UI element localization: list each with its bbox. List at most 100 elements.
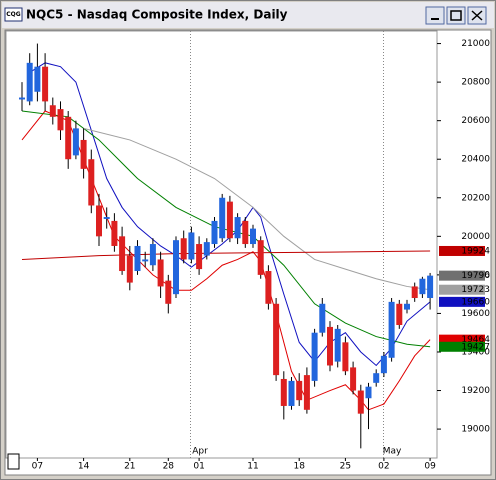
app-icon-text: CQG: [6, 11, 21, 18]
candle-body: [173, 240, 179, 295]
candle-body: [342, 342, 349, 372]
x-tick-label: 21: [124, 462, 135, 472]
candle-body: [250, 228, 256, 245]
candle-body: [365, 386, 372, 399]
price-tag: [439, 341, 485, 352]
candle-body: [65, 116, 72, 160]
x-tick-label: 14: [78, 462, 90, 472]
candle-body: [180, 238, 187, 260]
candle-body: [373, 373, 380, 383]
x-tick-label: 02: [378, 462, 389, 472]
window-title: NQC5 - Nasdaq Composite Index, Daily: [26, 8, 288, 22]
y-tick-label: 19000: [461, 425, 490, 435]
candle-body: [280, 378, 287, 406]
candle-body: [396, 303, 403, 325]
price-tag: [439, 270, 485, 281]
candle-body: [149, 244, 156, 266]
price-tag-label: 19660: [461, 297, 490, 307]
price-tag: [439, 284, 485, 295]
candle-body: [334, 328, 341, 362]
x-tick-label: 18: [293, 462, 305, 472]
price-tag-label: 19723: [461, 285, 490, 295]
app-icon: [4, 7, 23, 22]
month-label: May: [383, 447, 402, 457]
month-label: Apr: [192, 447, 208, 457]
candle-body: [165, 280, 172, 304]
x-tick-label: 07: [32, 462, 43, 472]
candle-body: [196, 244, 203, 270]
price-tag-label: 19924: [461, 246, 490, 256]
candle-body: [257, 240, 264, 275]
candle-body: [19, 97, 25, 100]
price-tag: [439, 296, 485, 307]
candle-body: [188, 232, 195, 260]
close-glyph: [471, 10, 483, 21]
candle-body: [273, 303, 280, 376]
candle-body: [142, 259, 149, 262]
candle-body: [411, 286, 418, 299]
candle-body: [119, 236, 126, 272]
candle-body: [80, 139, 87, 169]
candle-body: [242, 220, 249, 245]
candle-body: [26, 62, 33, 102]
candle-body: [203, 242, 210, 256]
y-tick-label: 20600: [461, 116, 490, 126]
candle-body: [288, 380, 295, 406]
candle-body: [157, 259, 164, 287]
minimize-button[interactable]: [425, 6, 445, 25]
candle-body: [226, 201, 233, 239]
candle-body: [311, 332, 318, 381]
candle-body: [388, 301, 395, 358]
price-tag-label: 19464: [461, 335, 490, 345]
y-tick-label: 19200: [461, 386, 490, 396]
x-tick-label: 11: [247, 462, 258, 472]
price-tag-label: 19796: [461, 271, 490, 281]
candle-body: [265, 271, 272, 304]
candle-body: [57, 109, 64, 131]
moving-average: [21, 250, 431, 260]
candle-body: [219, 197, 226, 239]
y-tick-label: 20400: [461, 155, 490, 165]
y-tick-label: 19400: [461, 347, 490, 357]
y-tick-label: 20800: [461, 78, 490, 88]
candle-body: [211, 220, 218, 245]
moving-average: [83, 127, 431, 291]
candle-body: [327, 326, 333, 366]
candle-body: [96, 205, 102, 237]
maximize-button[interactable]: [446, 6, 466, 25]
y-tick-label: 20000: [461, 232, 490, 242]
candle-body: [427, 275, 434, 299]
candle-body: [49, 105, 56, 117]
candle-body: [296, 380, 303, 401]
candle-body: [126, 255, 133, 283]
candle-body: [404, 303, 410, 310]
price-tag: [439, 245, 485, 256]
y-tick-label: 21000: [461, 39, 490, 49]
candle-body: [34, 66, 41, 92]
candle-body: [350, 367, 357, 391]
candle-body: [303, 375, 310, 410]
candle-body: [380, 355, 387, 374]
x-tick-label: 28: [163, 462, 175, 472]
candle-body: [88, 159, 95, 206]
maximize-glyph: [450, 10, 462, 21]
candle-body: [319, 303, 326, 333]
candle-body: [357, 390, 364, 414]
candle-body: [419, 278, 426, 295]
scroll-box[interactable]: [7, 453, 20, 470]
price-tag: [439, 334, 485, 345]
x-tick-label: 25: [340, 462, 351, 472]
candle-body: [234, 217, 241, 239]
candle-body: [103, 217, 110, 219]
price-tag-label: 19427: [461, 342, 490, 352]
title-bar: [2, 2, 494, 28]
x-tick-label: 09: [424, 462, 436, 472]
y-tick-label: 20200: [461, 193, 490, 203]
candle-body: [72, 128, 79, 156]
candle-body: [134, 245, 141, 272]
candle-body: [42, 66, 49, 102]
x-tick-label: 01: [193, 462, 204, 472]
y-tick-label: 19600: [461, 309, 490, 319]
